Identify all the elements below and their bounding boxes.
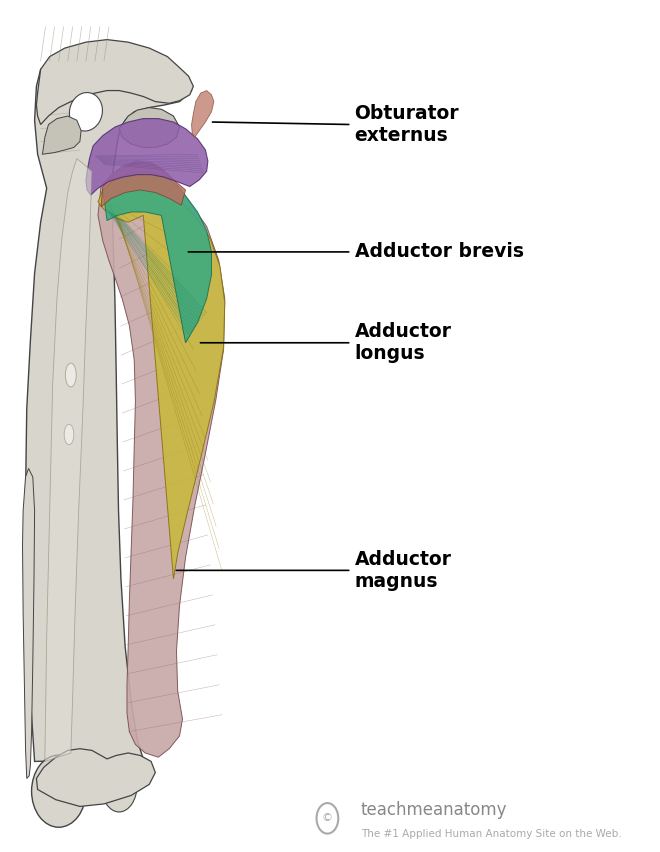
Text: Adductor brevis: Adductor brevis — [354, 243, 523, 262]
Text: ©: © — [322, 814, 333, 823]
Ellipse shape — [69, 93, 102, 131]
Ellipse shape — [64, 424, 74, 445]
Text: teachmeanatomy: teachmeanatomy — [360, 801, 507, 819]
Polygon shape — [98, 161, 225, 757]
Ellipse shape — [32, 755, 86, 827]
Polygon shape — [86, 118, 208, 195]
Polygon shape — [36, 749, 155, 807]
Polygon shape — [119, 107, 180, 147]
Text: Obturator
externus: Obturator externus — [354, 104, 459, 145]
Polygon shape — [103, 171, 211, 343]
Polygon shape — [36, 39, 193, 124]
Ellipse shape — [101, 757, 137, 812]
Polygon shape — [22, 469, 34, 779]
Polygon shape — [101, 163, 185, 207]
Polygon shape — [98, 173, 225, 579]
Text: Adductor
longus: Adductor longus — [354, 322, 451, 363]
Polygon shape — [26, 48, 191, 762]
Polygon shape — [191, 90, 214, 137]
Ellipse shape — [65, 363, 77, 387]
Polygon shape — [45, 158, 92, 762]
Text: Adductor
magnus: Adductor magnus — [354, 550, 451, 591]
Polygon shape — [42, 116, 81, 154]
Text: The #1 Applied Human Anatomy Site on the Web.: The #1 Applied Human Anatomy Site on the… — [360, 829, 621, 838]
